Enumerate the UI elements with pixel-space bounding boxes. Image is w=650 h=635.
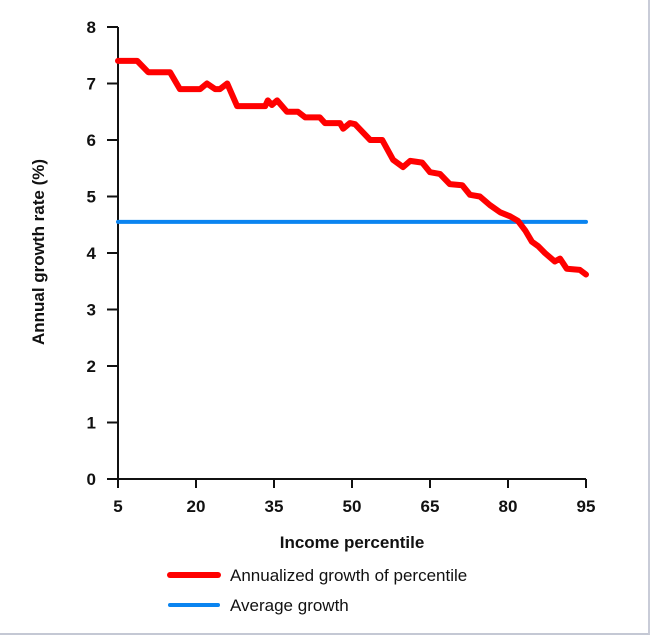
legend-item-annualized[interactable]: Annualized growth of percentile	[167, 566, 467, 585]
y-tick-label: 0	[87, 470, 96, 489]
y-tick-label: 8	[87, 18, 96, 37]
x-tick-label: 80	[499, 497, 518, 516]
legend-label: Average growth	[230, 596, 349, 615]
legend: Annualized growth of percentile Average …	[167, 566, 467, 615]
x-axis-title: Income percentile	[280, 533, 425, 552]
y-tick-label: 1	[87, 414, 96, 433]
series-line-annualized-growth	[115, 57, 589, 278]
y-tick-label: 2	[87, 357, 96, 376]
legend-label: Annualized growth of percentile	[230, 566, 467, 585]
x-tick-label: 50	[343, 497, 362, 516]
x-tick-label: 20	[187, 497, 206, 516]
y-axis-title: Annual growth rate (%)	[29, 159, 48, 345]
x-tick-label: 35	[265, 497, 284, 516]
x-tick-label: 5	[113, 497, 122, 516]
y-tick-label: 4	[87, 244, 97, 263]
series-layer	[115, 57, 589, 278]
legend-item-average[interactable]: Average growth	[168, 596, 349, 615]
y-tick-label: 6	[87, 131, 96, 150]
x-tick-label: 95	[577, 497, 596, 516]
y-tick-label: 7	[87, 75, 96, 94]
y-tick-label: 5	[87, 188, 96, 207]
x-axis: 5 20 35 50 65 80 95	[107, 478, 596, 516]
y-tick-label: 3	[87, 301, 96, 320]
y-axis: 0 1 2 3 4 5 6 7 8	[87, 18, 119, 489]
x-tick-label: 65	[421, 497, 440, 516]
